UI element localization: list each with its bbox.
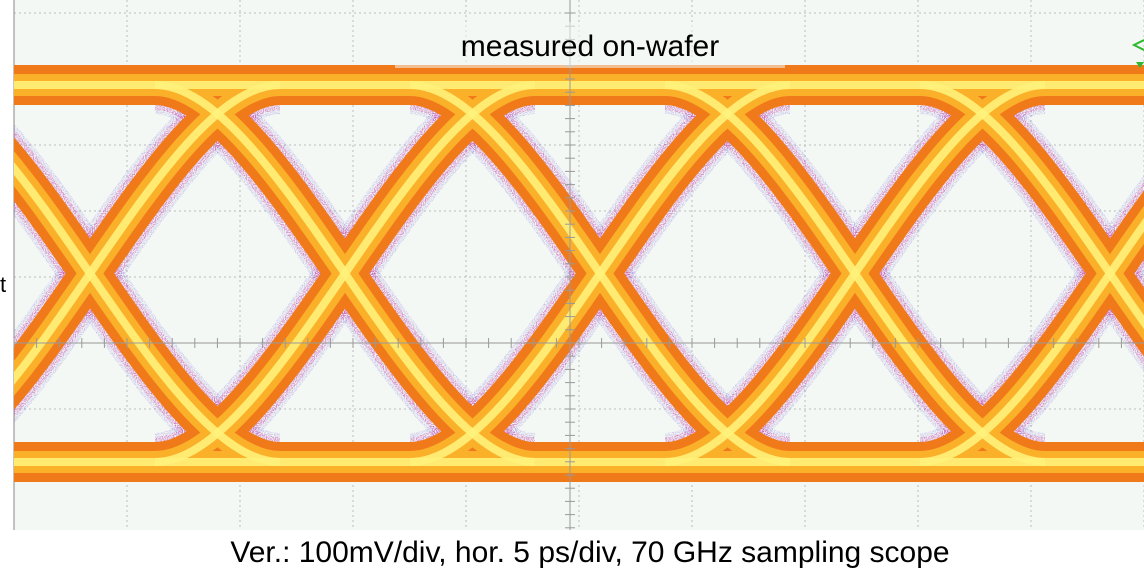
eye-diagram-screen: measured on-wafer Ver.: 100mV/div, hor. … — [0, 0, 1144, 568]
caption: Ver.: 100mV/div, hor. 5 ps/div, 70 GHz s… — [230, 536, 949, 568]
page: measured on-wafer Ver.: 100mV/div, hor. … — [0, 0, 1144, 568]
trigger-marker: t — [0, 272, 6, 297]
title: measured on-wafer — [461, 30, 719, 63]
